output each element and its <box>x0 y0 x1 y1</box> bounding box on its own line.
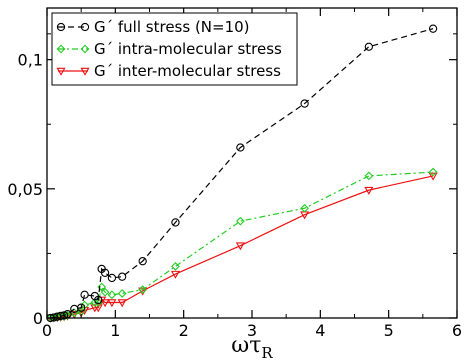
series-0-point-13 <box>107 273 117 283</box>
y-tick-label-2: 0,1 <box>18 51 43 70</box>
series-1-point-5 <box>63 311 72 320</box>
series-2-point-16 <box>170 270 181 279</box>
series-1-point-10 <box>93 298 103 307</box>
series-1-point-20 <box>428 167 438 177</box>
legend-marker-end-0 <box>80 22 90 32</box>
series-0-point-15 <box>138 257 147 266</box>
series-2-point-17 <box>235 242 245 251</box>
series-2-point-14 <box>117 299 127 308</box>
series-0-point-8 <box>80 290 89 299</box>
series-1-point-11 <box>97 282 107 292</box>
series-0-point-14 <box>118 272 127 281</box>
legend-marker-start-1 <box>56 44 66 54</box>
series-2-point-13 <box>107 299 117 308</box>
series-0-point-17 <box>236 143 245 152</box>
series-1-point-9 <box>90 298 100 307</box>
series-1-point-12 <box>100 287 110 297</box>
legend-marker-start-2 <box>56 67 66 76</box>
series-1-point-13 <box>107 290 117 300</box>
x-axis-label-subscript: R <box>261 344 273 362</box>
x-tick-label-0: 0 <box>42 321 52 340</box>
legend-marker-end-1 <box>80 44 90 54</box>
series-0-point-10 <box>94 295 103 305</box>
series-line-0 <box>50 28 434 319</box>
x-tick-label-4: 4 <box>315 321 325 340</box>
x-tick-label-3: 3 <box>247 321 257 340</box>
series-1-point-14 <box>117 289 127 298</box>
y-tick-label-1: 0,05 <box>7 180 43 199</box>
series-2-point-19 <box>364 186 374 195</box>
x-tick-label-6: 6 <box>452 321 462 340</box>
chart-marks <box>45 24 438 323</box>
legend-label-2: G´ inter-molecular stress <box>94 62 281 80</box>
series-0-point-18 <box>300 99 309 108</box>
legend-marker-end-2 <box>80 67 90 76</box>
legend-label-0: G´ full stress (N=10) <box>94 18 250 36</box>
series-2-point-20 <box>428 172 438 181</box>
series-1-point-18 <box>300 203 309 213</box>
x-axis-label: ωτR <box>231 333 273 362</box>
series-0-point-19 <box>364 42 373 51</box>
series-0-point-20 <box>428 24 438 33</box>
x-tick-label-5: 5 <box>384 321 394 340</box>
x-tick-label-2: 2 <box>179 321 189 340</box>
legend-marker-start-0 <box>56 22 66 32</box>
y-tick-label-0: 0 <box>33 309 43 328</box>
series-1-point-19 <box>364 171 374 181</box>
x-axis-label-main: ωτ <box>231 333 261 358</box>
series-0-point-16 <box>171 218 180 227</box>
series-1-point-16 <box>171 261 180 271</box>
axis-ticks: 0 1 2 3 4 5 6 0 0,05 0,1 <box>7 8 462 340</box>
x-tick-label-1: 1 <box>110 321 120 340</box>
series-2-point-10 <box>93 304 103 313</box>
legend-label-1: G´ intra-molecular stress <box>94 40 282 58</box>
series-2-point-12 <box>100 299 110 308</box>
series-1-point-17 <box>236 216 245 226</box>
legend: G´ full stress (N=10) G´ intra-molecular … <box>51 12 298 86</box>
series-1-point-15 <box>138 285 148 294</box>
legend-box <box>51 12 298 86</box>
series-0-point-12 <box>100 268 110 277</box>
series-0-point-7 <box>77 303 86 312</box>
series-1-point-4 <box>59 311 69 321</box>
